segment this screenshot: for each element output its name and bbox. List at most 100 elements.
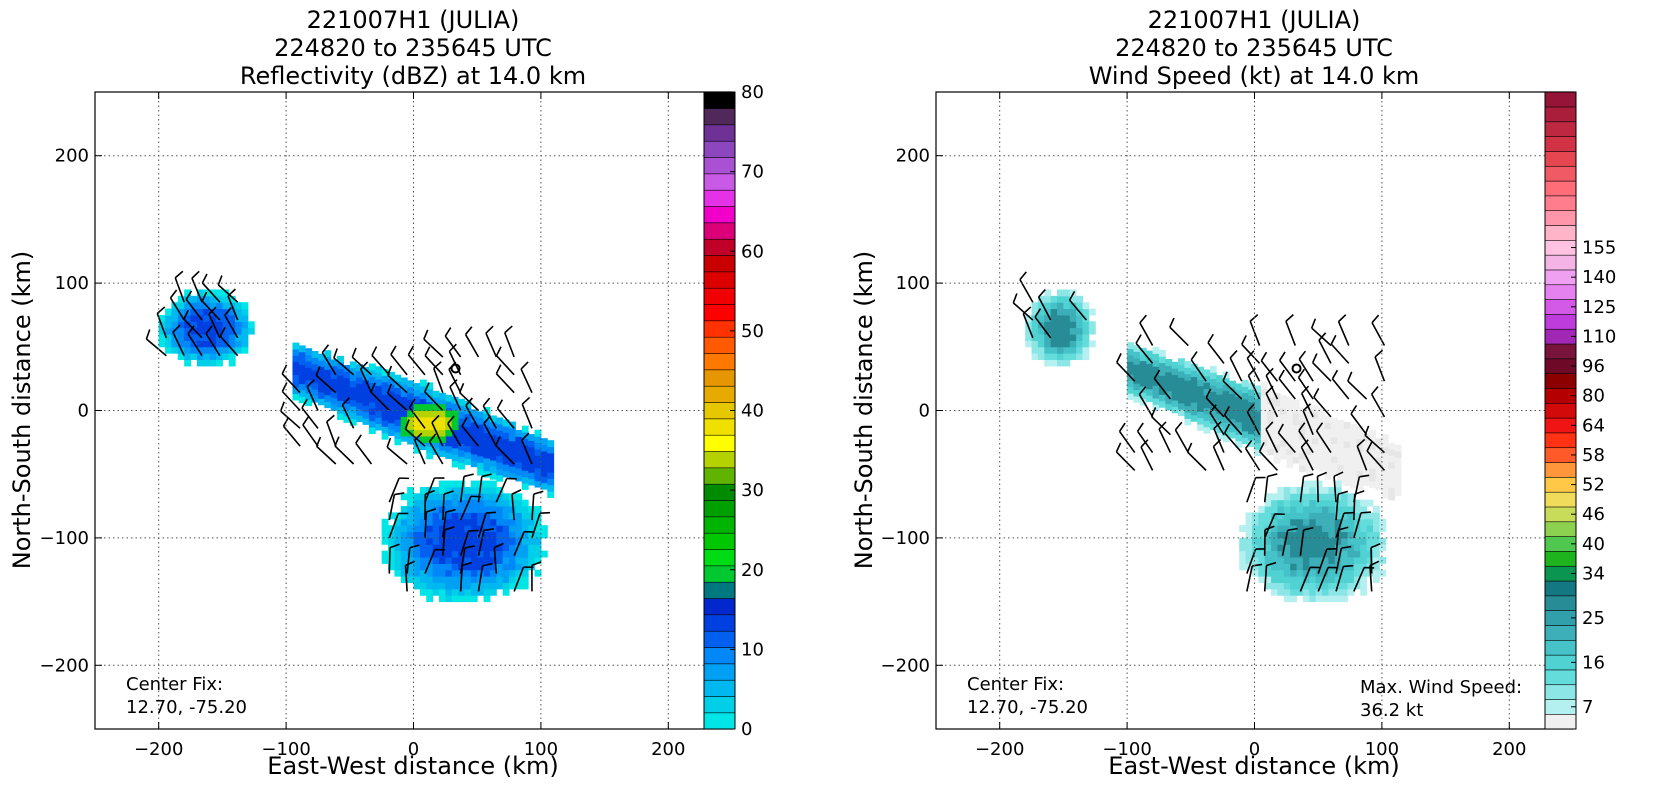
wind-speed-cell [1146, 382, 1153, 389]
wind-speed-cell [1312, 456, 1319, 463]
reflectivity-colorbar-swatch [704, 337, 735, 354]
wind-speed-cell [1312, 437, 1319, 444]
wind-speed-cell [1044, 347, 1051, 354]
wind-speed-cell [1089, 321, 1096, 328]
reflectivity-cell [452, 538, 459, 545]
reflectivity-cell [337, 388, 344, 395]
reflectivity-cell [471, 538, 478, 545]
reflectivity-cell [426, 519, 433, 526]
wind-speed-cell [1063, 309, 1070, 316]
wind-speed-cell [1293, 412, 1300, 419]
reflectivity-cell [216, 302, 223, 309]
wind-speed-cell [1322, 512, 1329, 519]
wind-wind-barb-flag [1348, 372, 1352, 381]
wind-speed-cell [1146, 376, 1153, 383]
reflectivity-cell [458, 431, 465, 438]
reflectivity-cell [535, 538, 542, 545]
wind-speed-cell [1316, 595, 1323, 602]
wind-speed-cell [1341, 500, 1348, 507]
wind-speed-cell [1388, 474, 1395, 481]
wind-wind-barb-flag [1120, 423, 1126, 431]
reflectivity-wind-barb [303, 425, 318, 446]
wind-speed-cell [1063, 315, 1070, 322]
wind-speed-cell [1191, 377, 1198, 384]
reflectivity-x-tick-label: −200 [134, 739, 183, 760]
reflectivity-cell [496, 570, 503, 577]
wind-speed-cell [1344, 473, 1351, 480]
wind-colorbar-tick-label: 34 [1582, 563, 1605, 584]
wind-wind-barb [1247, 478, 1256, 503]
reflectivity-cell [490, 576, 497, 583]
wind-wind-barb-flag [1304, 474, 1314, 476]
wind-speed-cell [1290, 506, 1297, 513]
reflectivity-cell [445, 551, 452, 558]
wind-speed-cell [1210, 366, 1217, 373]
reflectivity-core-cell [439, 423, 446, 430]
wind-speed-cell [1286, 455, 1293, 462]
wind-speed-cell [1235, 403, 1242, 410]
wind-colorbar-tick-label: 64 [1582, 415, 1605, 436]
reflectivity-cell [426, 582, 433, 589]
reflectivity-colorbar-swatch [704, 533, 735, 550]
wind-speed-cell [1184, 380, 1191, 387]
wind-wind-barb-flag [1312, 319, 1316, 328]
wind-speed-cell [1395, 489, 1402, 496]
wind-speed-cell [1322, 519, 1329, 526]
reflectivity-cell [471, 595, 478, 602]
wind-speed-cell [1303, 487, 1310, 494]
reflectivity-cell [394, 557, 401, 564]
reflectivity-cell [535, 462, 542, 469]
reflectivity-cell [452, 461, 459, 468]
reflectivity-cell [407, 532, 414, 539]
reflectivity-cell [433, 525, 440, 532]
reflectivity-core-cell [452, 423, 459, 430]
reflectivity-cell [242, 340, 249, 347]
wind-speed-cell [1328, 538, 1335, 545]
wind-speed-cell [1153, 360, 1160, 367]
wind-speed-cell [1265, 500, 1272, 507]
reflectivity-wind-barb [391, 355, 407, 375]
wind-wind-barb-flag [1268, 474, 1278, 476]
reflectivity-cell [242, 315, 249, 322]
wind-wind-barb [1331, 344, 1348, 363]
reflectivity-cell [496, 456, 503, 463]
wind-wind-barb [1372, 394, 1385, 417]
reflectivity-cell [464, 458, 471, 465]
reflectivity-cell [471, 448, 478, 455]
reflectivity-cell [477, 437, 484, 444]
reflectivity-core-cell [401, 417, 408, 424]
wind-speed-cell [1284, 563, 1291, 570]
wind-colorbar-swatch [1545, 462, 1576, 477]
wind-wind-barb [1242, 344, 1260, 363]
reflectivity-cell [515, 557, 522, 564]
reflectivity-cell [324, 401, 331, 408]
wind-speed-cell [1316, 532, 1323, 539]
wind-wind-barb-flag [1372, 315, 1379, 323]
wind-speed-cell [1271, 582, 1278, 589]
reflectivity-cell [242, 347, 249, 354]
wind-speed-cell [1395, 476, 1402, 483]
wind-speed-cell [1299, 459, 1306, 466]
reflectivity-cell [382, 525, 389, 532]
reflectivity-colorbar-swatch [704, 239, 735, 256]
reflectivity-wind-barb-flag [356, 435, 361, 443]
wind-wind-barb [1188, 452, 1207, 470]
reflectivity-wind-barb-flag [483, 398, 489, 406]
wind-speed-cell [1248, 427, 1255, 434]
reflectivity-cell [414, 563, 421, 570]
wind-wind-barb [1339, 322, 1349, 346]
reflectivity-cell [439, 481, 446, 488]
reflectivity-cell [350, 381, 357, 388]
wind-speed-cell [1290, 557, 1297, 564]
wind-speed-cell [1379, 525, 1386, 532]
wind-colorbar-swatch [1545, 225, 1576, 240]
reflectivity-cell [414, 576, 421, 583]
wind-speed-cell [1178, 384, 1185, 391]
wind-speed-cell [1373, 532, 1380, 539]
wind-speed-cell [1286, 423, 1293, 430]
reflectivity-y-tick-label: 100 [55, 273, 89, 294]
wind-wind-barb-flag [1279, 370, 1284, 379]
reflectivity-cell [528, 544, 535, 551]
wind-speed-cell [1316, 506, 1323, 513]
wind-speed-cell [1303, 551, 1310, 558]
